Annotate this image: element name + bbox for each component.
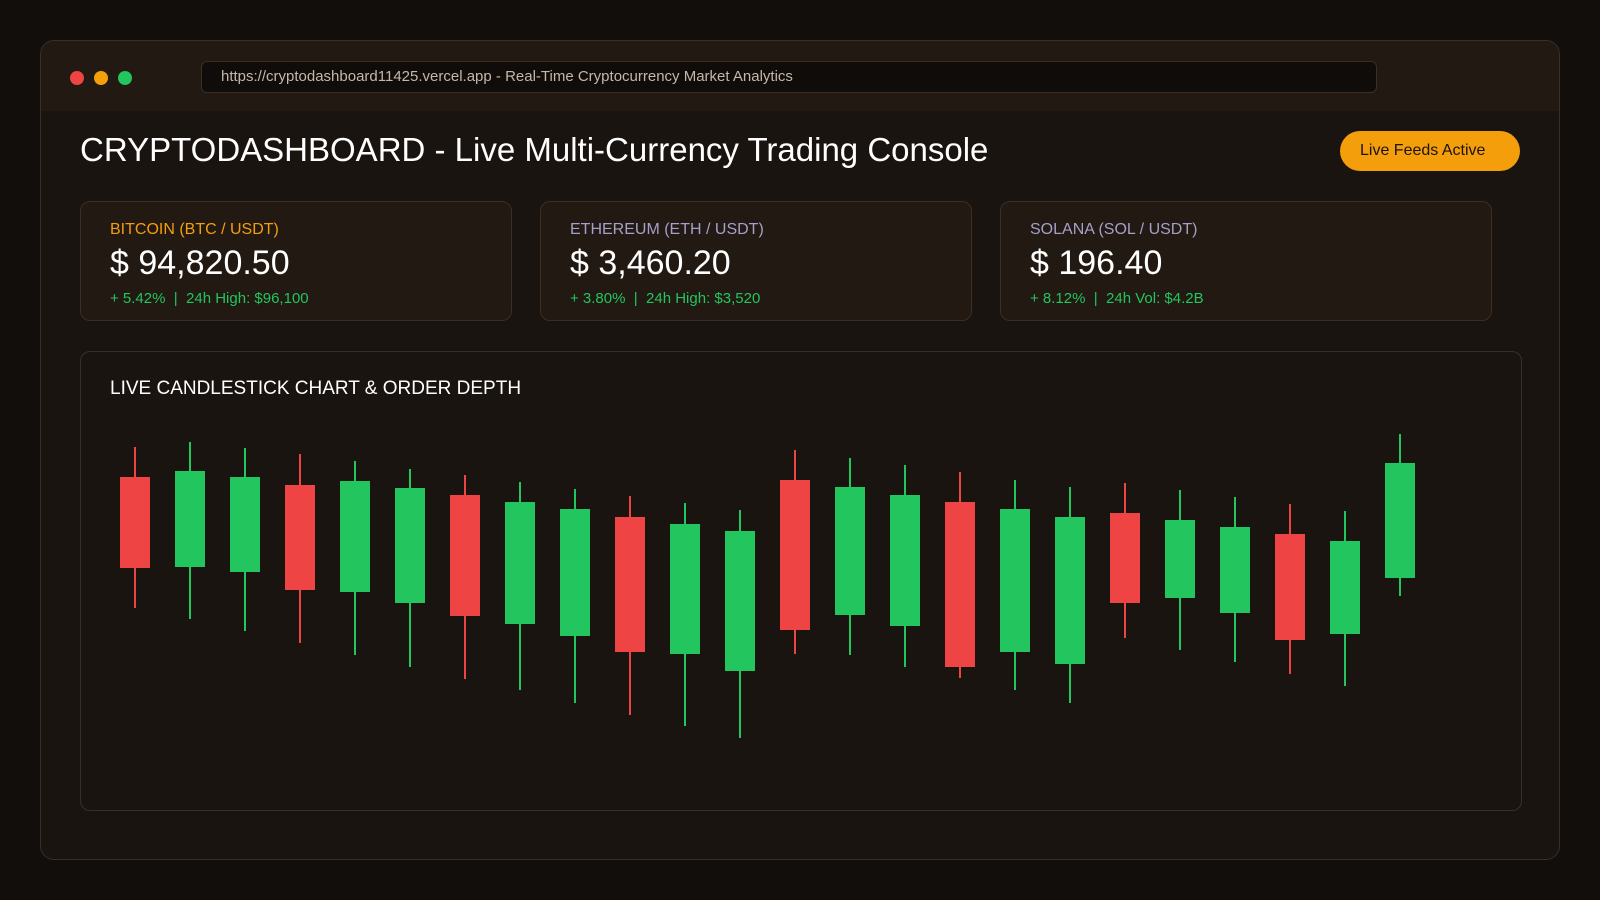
ticker-label: BITCOIN (BTC / USDT) xyxy=(110,221,279,238)
close-window-button[interactable] xyxy=(70,71,84,85)
ticker-change: + 5.42% | 24h High: $96,100 xyxy=(110,290,309,307)
candle-body xyxy=(340,481,370,592)
candle-body xyxy=(1055,517,1085,664)
candle-body xyxy=(615,517,645,652)
candle-body xyxy=(1220,527,1250,613)
candle-body xyxy=(395,488,425,603)
candle-20 xyxy=(1165,490,1195,650)
candle-body xyxy=(1110,513,1140,603)
chart-title: LIVE CANDLESTICK CHART & ORDER DEPTH xyxy=(110,378,522,399)
candle-body xyxy=(835,487,865,615)
candle-3 xyxy=(230,448,260,631)
candle-10 xyxy=(615,496,645,715)
candle-body xyxy=(1275,534,1305,640)
maximize-window-button[interactable] xyxy=(118,71,132,85)
ticker-label: SOLANA (SOL / USDT) xyxy=(1030,221,1198,238)
minimize-window-button[interactable] xyxy=(94,71,108,85)
candle-6 xyxy=(395,469,425,667)
candle-4 xyxy=(285,454,315,643)
ticker-label: ETHEREUM (ETH / USDT) xyxy=(570,221,764,238)
candle-7 xyxy=(450,475,480,679)
candle-body xyxy=(725,531,755,671)
candle-body xyxy=(1330,541,1360,634)
ticker-price: $ 196.40 xyxy=(1030,244,1163,282)
candle-24 xyxy=(1385,434,1415,596)
browser-window: https://cryptodashboard11425.vercel.app … xyxy=(40,40,1560,860)
candle-5 xyxy=(340,461,370,655)
candle-9 xyxy=(560,489,590,703)
candlestick-chart[interactable] xyxy=(81,352,1521,810)
candle-14 xyxy=(835,458,865,655)
ticker-card-btc[interactable]: BITCOIN (BTC / USDT) $ 94,820.50 + 5.42%… xyxy=(80,201,512,321)
candle-16 xyxy=(945,472,975,678)
candle-17 xyxy=(1000,480,1030,690)
candle-15 xyxy=(890,465,920,667)
candle-body xyxy=(945,502,975,667)
address-bar[interactable]: https://cryptodashboard11425.vercel.app … xyxy=(201,61,1377,93)
candle-body xyxy=(120,477,150,568)
candle-19 xyxy=(1110,483,1140,638)
page-title: CRYPTODASHBOARD - Live Multi-Currency Tr… xyxy=(80,131,989,168)
candle-body xyxy=(560,509,590,636)
ticker-change: + 3.80% | 24h High: $3,520 xyxy=(570,290,761,307)
candle-body xyxy=(670,524,700,654)
candle-11 xyxy=(670,503,700,726)
candle-21 xyxy=(1220,497,1250,662)
candle-body xyxy=(285,485,315,590)
candle-body xyxy=(780,480,810,630)
ticker-price: $ 94,820.50 xyxy=(110,244,290,282)
candle-12 xyxy=(725,510,755,738)
candle-1 xyxy=(120,447,150,608)
candle-body xyxy=(1000,509,1030,652)
candle-body xyxy=(1385,463,1415,578)
candle-body xyxy=(230,477,260,572)
candle-8 xyxy=(505,482,535,690)
ticker-price: $ 3,460.20 xyxy=(570,244,731,282)
candle-22 xyxy=(1275,504,1305,674)
ticker-card-eth[interactable]: ETHEREUM (ETH / USDT) $ 3,460.20 + 3.80%… xyxy=(540,201,972,321)
candle-18 xyxy=(1055,487,1085,703)
live-feeds-status-button[interactable]: Live Feeds Active xyxy=(1340,131,1520,171)
candle-body xyxy=(505,502,535,624)
candle-body xyxy=(450,495,480,616)
candle-13 xyxy=(780,450,810,654)
candle-body xyxy=(890,495,920,626)
ticker-change: + 8.12% | 24h Vol: $4.2B xyxy=(1030,290,1204,307)
candle-23 xyxy=(1330,511,1360,686)
candle-body xyxy=(1165,520,1195,598)
ticker-card-sol[interactable]: SOLANA (SOL / USDT) $ 196.40 + 8.12% | 2… xyxy=(1000,201,1492,321)
candle-2 xyxy=(175,442,205,619)
candlestick-chart-panel: LIVE CANDLESTICK CHART & ORDER DEPTH xyxy=(80,351,1522,811)
browser-titlebar: https://cryptodashboard11425.vercel.app … xyxy=(41,41,1559,111)
candle-body xyxy=(175,471,205,567)
